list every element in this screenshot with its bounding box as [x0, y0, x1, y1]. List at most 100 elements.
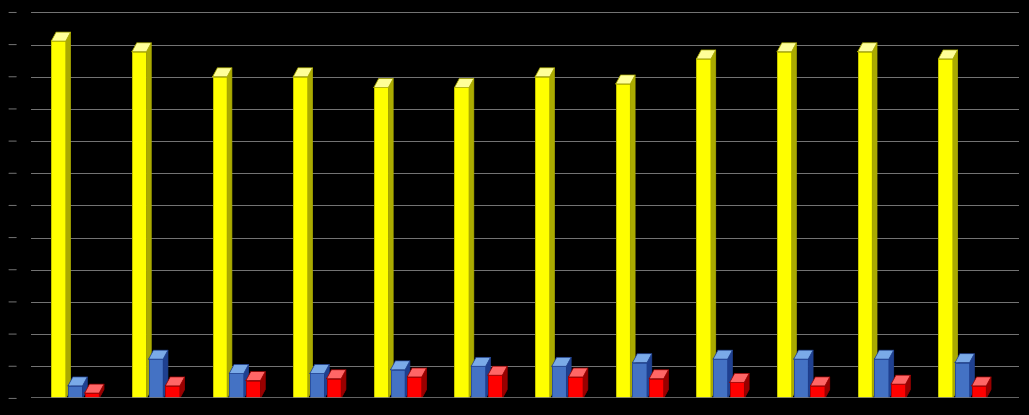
- Polygon shape: [566, 357, 571, 398]
- Polygon shape: [549, 68, 555, 398]
- Polygon shape: [969, 354, 974, 398]
- Polygon shape: [791, 43, 796, 398]
- Polygon shape: [891, 384, 906, 398]
- Polygon shape: [422, 368, 427, 398]
- Polygon shape: [164, 350, 168, 398]
- Polygon shape: [326, 379, 341, 398]
- Polygon shape: [324, 364, 329, 398]
- Polygon shape: [744, 374, 749, 398]
- Polygon shape: [471, 357, 491, 366]
- Polygon shape: [391, 370, 405, 398]
- Polygon shape: [647, 354, 651, 398]
- Polygon shape: [777, 52, 791, 398]
- Polygon shape: [471, 366, 486, 398]
- Polygon shape: [728, 350, 733, 398]
- Polygon shape: [488, 375, 502, 398]
- Polygon shape: [649, 379, 664, 398]
- Polygon shape: [938, 59, 953, 398]
- Polygon shape: [244, 364, 249, 398]
- Polygon shape: [166, 377, 184, 386]
- Polygon shape: [808, 350, 813, 398]
- Polygon shape: [99, 384, 104, 398]
- Polygon shape: [552, 366, 566, 398]
- Polygon shape: [873, 43, 877, 398]
- Polygon shape: [407, 368, 427, 377]
- Polygon shape: [229, 364, 249, 374]
- Polygon shape: [68, 386, 82, 398]
- Polygon shape: [502, 366, 507, 398]
- Polygon shape: [697, 50, 716, 59]
- Polygon shape: [633, 354, 651, 363]
- Polygon shape: [986, 377, 991, 398]
- Polygon shape: [68, 377, 87, 386]
- Polygon shape: [971, 386, 986, 398]
- Polygon shape: [713, 350, 733, 359]
- Polygon shape: [51, 32, 71, 41]
- Polygon shape: [84, 393, 99, 398]
- Polygon shape: [858, 43, 877, 52]
- Polygon shape: [633, 363, 647, 398]
- Polygon shape: [793, 359, 808, 398]
- Polygon shape: [875, 359, 889, 398]
- Polygon shape: [229, 374, 244, 398]
- Polygon shape: [405, 361, 410, 398]
- Polygon shape: [568, 377, 583, 398]
- Polygon shape: [535, 77, 549, 398]
- Polygon shape: [326, 370, 346, 379]
- Polygon shape: [51, 41, 66, 398]
- Polygon shape: [730, 374, 749, 382]
- Polygon shape: [132, 52, 146, 398]
- Polygon shape: [455, 78, 473, 88]
- Polygon shape: [875, 350, 894, 359]
- Polygon shape: [293, 77, 308, 398]
- Polygon shape: [649, 370, 669, 379]
- Polygon shape: [953, 50, 958, 398]
- Polygon shape: [955, 354, 974, 363]
- Polygon shape: [227, 68, 232, 398]
- Polygon shape: [374, 88, 388, 398]
- Polygon shape: [552, 357, 571, 366]
- Polygon shape: [455, 88, 469, 398]
- Polygon shape: [246, 381, 260, 398]
- Polygon shape: [341, 370, 346, 398]
- Polygon shape: [938, 50, 958, 59]
- Polygon shape: [213, 77, 227, 398]
- Polygon shape: [858, 52, 873, 398]
- Polygon shape: [148, 359, 164, 398]
- Polygon shape: [615, 75, 635, 84]
- Polygon shape: [711, 50, 716, 398]
- Polygon shape: [825, 377, 829, 398]
- Polygon shape: [664, 370, 669, 398]
- Polygon shape: [535, 68, 555, 77]
- Polygon shape: [407, 377, 422, 398]
- Polygon shape: [148, 350, 168, 359]
- Polygon shape: [889, 350, 894, 398]
- Polygon shape: [84, 384, 104, 393]
- Polygon shape: [583, 368, 588, 398]
- Polygon shape: [213, 68, 232, 77]
- Polygon shape: [730, 382, 744, 398]
- Polygon shape: [260, 371, 265, 398]
- Polygon shape: [180, 377, 184, 398]
- Polygon shape: [777, 43, 796, 52]
- Polygon shape: [166, 386, 180, 398]
- Polygon shape: [697, 59, 711, 398]
- Polygon shape: [469, 78, 473, 398]
- Polygon shape: [906, 375, 911, 398]
- Polygon shape: [891, 375, 911, 384]
- Polygon shape: [568, 368, 588, 377]
- Polygon shape: [82, 377, 87, 398]
- Polygon shape: [631, 75, 635, 398]
- Polygon shape: [308, 68, 313, 398]
- Polygon shape: [374, 78, 393, 88]
- Polygon shape: [955, 363, 969, 398]
- Polygon shape: [486, 357, 491, 398]
- Polygon shape: [811, 386, 825, 398]
- Polygon shape: [615, 84, 631, 398]
- Polygon shape: [310, 374, 324, 398]
- Polygon shape: [793, 350, 813, 359]
- Polygon shape: [293, 68, 313, 77]
- Polygon shape: [811, 377, 829, 386]
- Polygon shape: [146, 43, 151, 398]
- Polygon shape: [391, 361, 410, 370]
